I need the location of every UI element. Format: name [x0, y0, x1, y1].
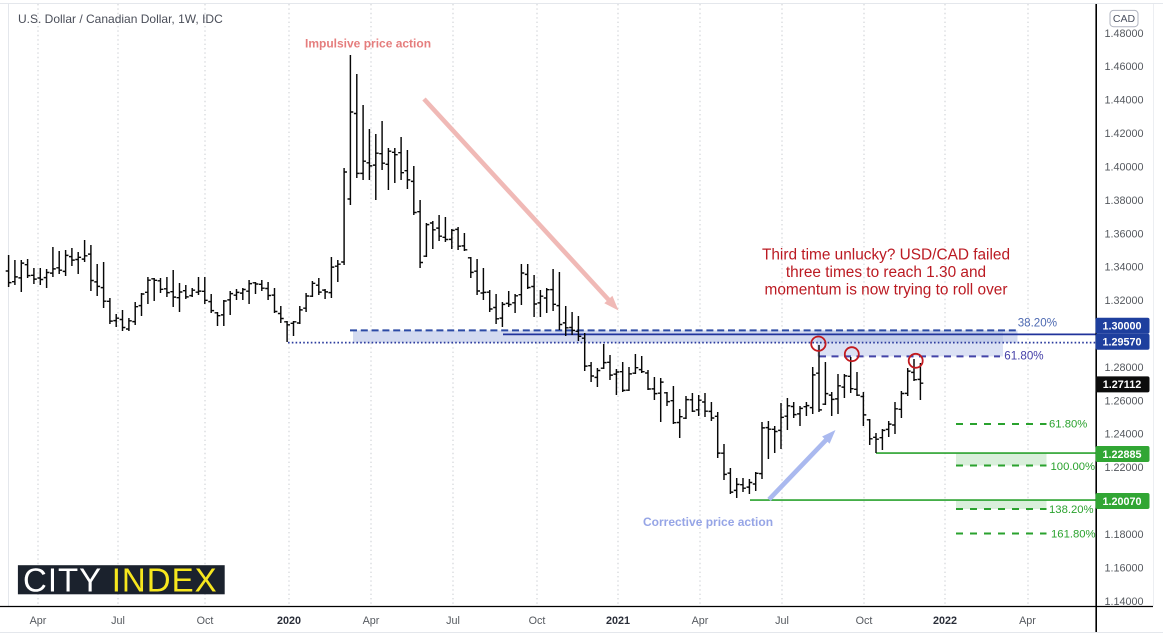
svg-text:U.S. Dollar / Canadian Dollar,: U.S. Dollar / Canadian Dollar, 1W, IDC [18, 12, 223, 26]
svg-text:1.44000: 1.44000 [1105, 95, 1144, 107]
svg-text:1.30000: 1.30000 [1102, 321, 1141, 333]
svg-text:Oct: Oct [529, 615, 546, 627]
svg-text:1.46000: 1.46000 [1105, 61, 1144, 73]
svg-text:38.20%: 38.20% [1018, 317, 1057, 330]
svg-text:1.34000: 1.34000 [1105, 262, 1144, 274]
svg-text:1.32000: 1.32000 [1105, 295, 1144, 307]
svg-text:1.48000: 1.48000 [1105, 28, 1144, 40]
svg-text:1.16000: 1.16000 [1105, 562, 1144, 574]
svg-text:61.80%: 61.80% [1049, 419, 1087, 431]
svg-text:Apr: Apr [1019, 615, 1036, 627]
svg-text:2022: 2022 [933, 615, 957, 627]
svg-text:Corrective price action: Corrective price action [643, 515, 773, 529]
svg-text:momentum is now trying to roll: momentum is now trying to roll over [765, 282, 1008, 299]
svg-text:138.20%: 138.20% [1049, 504, 1094, 516]
svg-text:1.28000: 1.28000 [1105, 362, 1144, 374]
svg-text:1.22885: 1.22885 [1102, 449, 1141, 461]
svg-text:Third time unlucky? USD/CAD fa: Third time unlucky? USD/CAD failed [762, 247, 1010, 264]
svg-text:CAD: CAD [1113, 13, 1136, 25]
svg-text:1.14000: 1.14000 [1105, 596, 1144, 608]
svg-text:1.27112: 1.27112 [1103, 379, 1141, 391]
svg-text:1.24000: 1.24000 [1105, 429, 1144, 441]
svg-text:1.29570: 1.29570 [1102, 337, 1141, 349]
svg-text:CITY INDEX: CITY INDEX [23, 562, 218, 599]
svg-text:Impulsive price action: Impulsive price action [305, 37, 431, 51]
svg-text:Apr: Apr [363, 615, 380, 627]
svg-text:Apr: Apr [30, 615, 47, 627]
svg-text:1.40000: 1.40000 [1105, 161, 1144, 173]
svg-text:1.26000: 1.26000 [1105, 395, 1144, 407]
svg-text:2021: 2021 [606, 615, 630, 627]
svg-text:Jul: Jul [775, 615, 789, 627]
svg-text:1.22000: 1.22000 [1105, 462, 1144, 474]
svg-text:100.00%: 100.00% [1051, 461, 1096, 473]
svg-text:Jul: Jul [446, 615, 460, 627]
svg-text:Oct: Oct [856, 615, 873, 627]
svg-text:1.18000: 1.18000 [1105, 529, 1144, 541]
svg-text:1.38000: 1.38000 [1105, 195, 1144, 207]
svg-text:1.20070: 1.20070 [1102, 496, 1141, 508]
svg-text:Apr: Apr [692, 615, 709, 627]
svg-text:three times to reach 1.30 and: three times to reach 1.30 and [786, 264, 986, 281]
svg-text:Oct: Oct [197, 615, 214, 627]
svg-text:161.80%: 161.80% [1051, 528, 1096, 540]
svg-text:1.42000: 1.42000 [1105, 128, 1144, 140]
svg-text:Jul: Jul [111, 615, 125, 627]
svg-text:2020: 2020 [277, 615, 301, 627]
svg-text:61.80%: 61.80% [1004, 350, 1043, 363]
svg-text:1.36000: 1.36000 [1105, 228, 1144, 240]
